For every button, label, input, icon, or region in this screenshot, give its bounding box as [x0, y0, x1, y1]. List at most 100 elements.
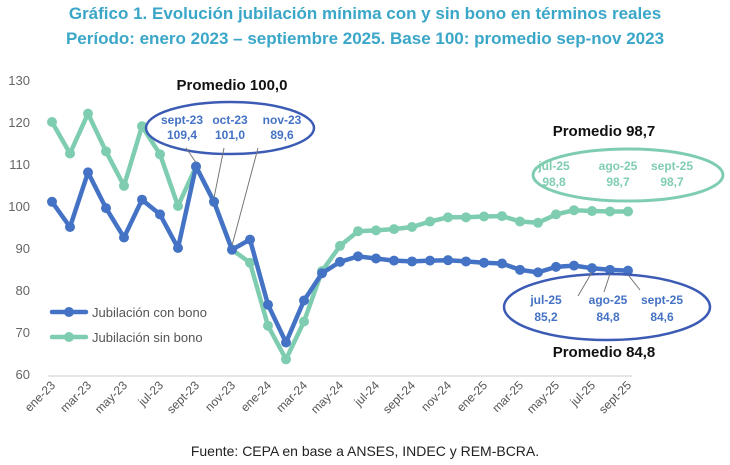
legend-label: Jubilación con bono	[92, 305, 207, 320]
x-tick-label: ene-25	[454, 378, 491, 415]
point-con-bono	[137, 194, 147, 205]
point-con-bono	[299, 295, 309, 306]
point-con-bono	[587, 263, 597, 274]
point-sin-bono	[299, 316, 309, 327]
x-tick-label: may-24	[308, 378, 346, 416]
chart-title: Gráfico 1. Evolución jubilación mínima c…	[68, 4, 662, 23]
y-tick-label: 60	[16, 367, 30, 382]
annotation-value: 98,7	[606, 175, 630, 189]
point-con-bono	[479, 257, 489, 268]
point-con-bono	[47, 196, 57, 207]
point-sin-bono	[623, 206, 633, 217]
legend: Jubilación con bono Jubilación sin bono	[49, 305, 207, 345]
point-sin-bono	[137, 121, 147, 132]
point-sin-bono	[65, 148, 75, 159]
x-tick-label: jul-24	[351, 378, 383, 410]
point-con-bono	[65, 222, 75, 232]
point-sin-bono	[119, 180, 129, 191]
annotation-title-con-bono: Promedio 84,8	[553, 344, 656, 361]
legend-marker	[64, 307, 74, 317]
y-tick-label: 120	[8, 115, 30, 130]
annotation-month: jul-25	[537, 159, 570, 173]
point-con-bono	[389, 255, 399, 266]
annotation-value: 84,6	[650, 310, 674, 324]
annotation-leader-line	[577, 271, 593, 297]
annotation-month: sept-23	[161, 113, 203, 127]
annotation-leader-line	[627, 274, 641, 291]
x-tick-label: sept-24	[380, 378, 418, 416]
annotation-leader-line	[185, 147, 197, 163]
point-sin-bono	[83, 108, 93, 119]
legend-marker	[64, 332, 74, 342]
point-con-bono	[551, 261, 561, 272]
point-con-bono	[623, 265, 633, 276]
point-con-bono	[281, 337, 291, 348]
point-sin-bono	[497, 211, 507, 222]
annotation-title-sin-bono: Promedio 98,7	[553, 123, 656, 140]
x-tick-label: mar-25	[489, 378, 526, 415]
point-con-bono	[569, 260, 579, 271]
point-con-bono	[605, 264, 615, 275]
point-sin-bono	[551, 209, 561, 220]
annotation-ellipse-top	[144, 100, 316, 156]
x-tick-label: sept-23	[164, 378, 202, 416]
annotation-value: 84,8	[596, 310, 620, 324]
point-con-bono	[83, 167, 93, 178]
point-sin-bono	[101, 146, 111, 157]
point-sin-bono	[443, 212, 453, 223]
annotation-value: 89,6	[270, 128, 294, 142]
point-con-bono	[245, 234, 255, 245]
point-sin-bono	[155, 149, 165, 160]
point-con-bono	[209, 196, 219, 207]
y-tick-label: 70	[16, 325, 30, 340]
x-tick-label: sept-25	[596, 378, 634, 416]
point-con-bono	[155, 209, 165, 220]
y-tick-label: 110	[9, 157, 30, 172]
y-tick-label: 100	[8, 199, 30, 214]
point-sin-bono	[407, 222, 417, 232]
annotation-ellipse-con-bono	[502, 272, 712, 342]
point-sin-bono	[281, 354, 291, 365]
annotation-value: 109,4	[167, 128, 197, 142]
x-tick-label: nov-23	[202, 378, 238, 414]
point-sin-bono	[587, 206, 597, 217]
point-sin-bono	[605, 206, 615, 217]
legend-label: Jubilación sin bono	[92, 330, 203, 345]
chart-subtitle: Período: enero 2023 – septiembre 2025. B…	[65, 29, 665, 48]
y-tick-label: 80	[16, 283, 30, 298]
point-sin-bono	[569, 205, 579, 216]
point-sin-bono	[353, 226, 363, 237]
point-con-bono	[101, 203, 111, 214]
point-con-bono	[515, 264, 525, 275]
x-tick-label: jul-23	[135, 378, 167, 410]
series-group	[47, 108, 633, 365]
x-tick-label: nov-24	[418, 378, 454, 414]
x-tick-label: ene-24	[238, 378, 275, 415]
point-con-bono	[461, 256, 471, 267]
point-con-bono	[263, 299, 273, 310]
annotation-month: ago-25	[589, 293, 628, 307]
point-con-bono	[317, 268, 327, 279]
point-con-bono	[191, 161, 201, 172]
point-con-bono	[173, 243, 183, 253]
point-con-bono	[407, 256, 417, 267]
point-sin-bono	[173, 201, 183, 211]
point-con-bono	[371, 253, 381, 264]
point-sin-bono	[389, 224, 399, 235]
annotation-leader-line	[603, 273, 611, 293]
annotation-value: 101,0	[215, 128, 245, 142]
point-sin-bono	[479, 211, 489, 222]
annotation-month: nov-23	[263, 113, 302, 127]
annotation-month: sept-25	[641, 293, 683, 307]
source-note: Fuente: CEPA en base a ANSES, INDEC y RE…	[190, 443, 540, 459]
annotation-month: jul-25	[529, 293, 562, 307]
point-con-bono	[227, 244, 237, 255]
annotation-month: sept-25	[651, 159, 693, 173]
point-con-bono	[425, 255, 435, 266]
point-sin-bono	[425, 216, 435, 227]
annotation-ellipse-sin-bono	[531, 147, 725, 203]
point-sin-bono	[335, 240, 345, 251]
point-con-bono	[353, 251, 363, 262]
